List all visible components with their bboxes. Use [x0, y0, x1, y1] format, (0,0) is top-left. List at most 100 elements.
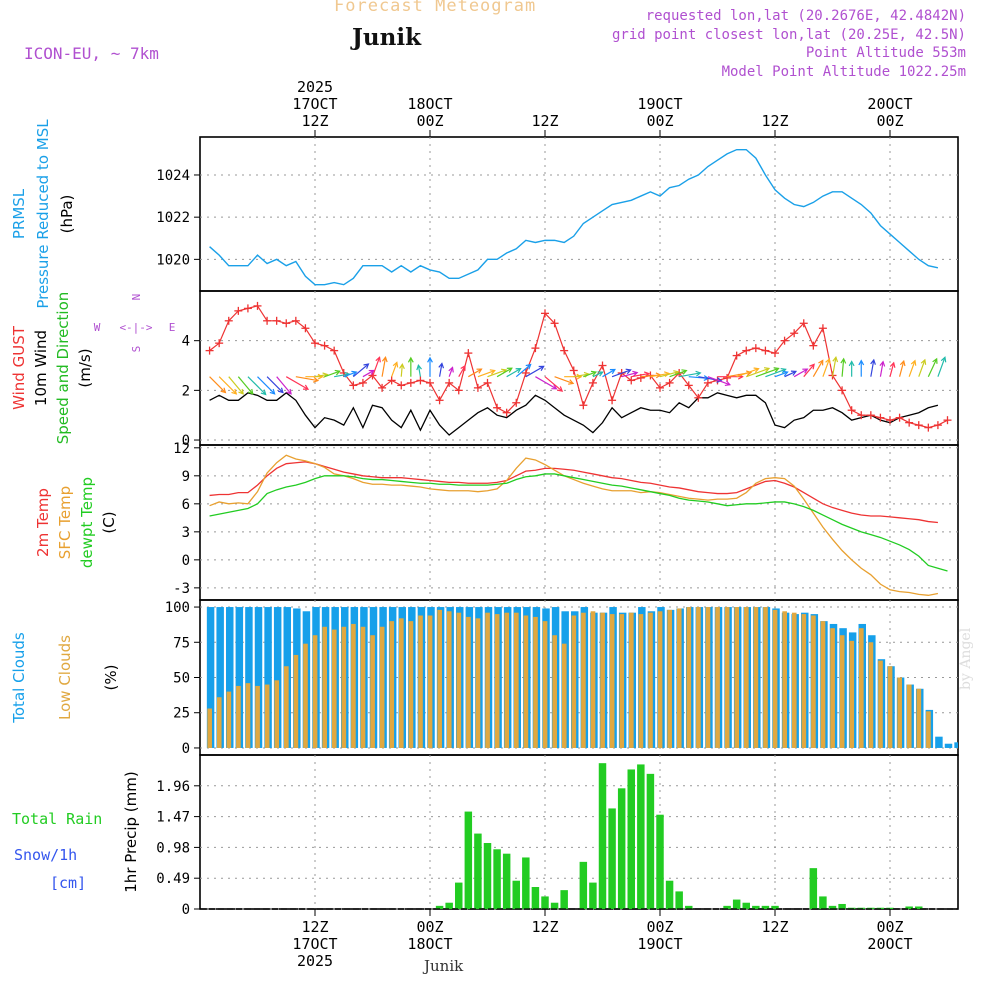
- low-cloud-bar: [897, 677, 902, 748]
- wind-direction-arrow: [755, 367, 780, 378]
- arrow-head: [825, 357, 831, 365]
- panel-label: (m/s): [76, 348, 94, 387]
- arrow-shaft: [343, 371, 357, 378]
- rain-bar: [637, 764, 645, 909]
- gust-marker: [521, 368, 530, 377]
- arrow-head: [625, 368, 632, 375]
- arrow-head: [832, 356, 839, 363]
- wind-direction-arrow: [515, 363, 532, 378]
- arrow-head: [879, 360, 886, 367]
- arrow-head: [312, 376, 320, 383]
- arrow-head: [381, 356, 388, 363]
- low-cloud-bar: [389, 621, 395, 748]
- total-cloud-bar: [254, 607, 263, 748]
- gust-marker: [330, 346, 339, 355]
- gust-marker: [694, 393, 703, 402]
- wind-direction-arrow: [324, 369, 341, 378]
- arrow-head: [460, 364, 466, 371]
- arrow-shaft: [631, 372, 649, 378]
- low-cloud-bar: [782, 611, 787, 748]
- arrow-shaft: [334, 373, 350, 378]
- arrow-head: [551, 384, 558, 390]
- low-cloud-bar: [581, 612, 586, 748]
- low-cloud-bar: [523, 615, 529, 748]
- arrow-shaft: [525, 365, 544, 378]
- bottom-time-label: 00Z: [646, 918, 673, 936]
- wind-direction-arrow: [305, 373, 324, 380]
- arrow-head: [568, 379, 575, 385]
- top-time-label: 18OCT: [407, 95, 452, 113]
- arrow-shaft: [746, 367, 770, 378]
- arrow-head: [231, 388, 238, 395]
- arrow-head: [590, 370, 598, 377]
- y-tick-label: 1020: [156, 252, 190, 268]
- arrow-shaft: [247, 376, 267, 395]
- gust-marker: [780, 336, 789, 345]
- wind-direction-key: N S W E <-|->: [94, 294, 176, 353]
- arrow-head: [427, 356, 433, 363]
- precip-axis-label: 1hr Precip (mm): [122, 771, 140, 892]
- low-cloud-bar: [514, 612, 519, 748]
- wind-direction-arrow: [352, 363, 370, 378]
- rain-bar: [541, 896, 549, 909]
- arrow-head: [260, 389, 267, 396]
- top-time-label: 19OCT: [637, 95, 682, 113]
- arrow-head: [910, 359, 917, 366]
- wind-direction-arrow: [218, 376, 238, 395]
- arrow-head: [763, 367, 771, 373]
- low-cloud-bar: [878, 660, 883, 748]
- gust-marker: [358, 378, 367, 387]
- arrow-head: [416, 364, 422, 371]
- low-cloud-bar: [245, 683, 251, 748]
- arrow-shaft: [812, 360, 824, 377]
- arrow-shaft: [266, 376, 284, 393]
- low-cloud-bar: [485, 612, 490, 748]
- low-cloud-bar: [734, 607, 740, 748]
- arrow-shaft: [669, 370, 687, 378]
- low-cloud-bar: [370, 635, 375, 748]
- low-cloud-bar: [322, 626, 327, 748]
- arrow-shaft: [381, 357, 387, 377]
- gust-marker: [406, 378, 415, 387]
- arrow-shaft: [774, 371, 788, 378]
- arrow-shaft: [679, 372, 701, 378]
- total-cloud-bar: [273, 607, 282, 748]
- low-cloud-bar: [686, 607, 692, 748]
- wind-direction-arrow: [822, 357, 831, 377]
- gust-marker: [914, 421, 923, 430]
- wind-direction-arrow: [427, 356, 433, 377]
- top-time-label: 20OCT: [867, 95, 912, 113]
- panel-label: Low Clouds: [56, 635, 74, 720]
- bottom-time-label: 17OCT: [292, 935, 337, 953]
- gust-marker: [512, 398, 521, 407]
- rain-bar: [474, 833, 482, 909]
- low-cloud-bar: [399, 618, 404, 748]
- low-cloud-bar: [619, 614, 625, 748]
- rain-bar: [819, 896, 827, 909]
- low-cloud-bar: [437, 609, 442, 748]
- rain-bar: [665, 880, 674, 909]
- arrow-head: [609, 368, 616, 375]
- y-tick-label: 0: [182, 902, 190, 918]
- panel-frame-wind: [199, 290, 959, 446]
- rain-bar: [493, 849, 501, 909]
- arrow-head: [632, 370, 639, 377]
- gust-marker: [608, 396, 617, 405]
- low-cloud-bar: [906, 684, 912, 748]
- panel-label: (C): [100, 511, 118, 533]
- wind-direction-arrow: [899, 359, 906, 377]
- bottom-time-label: 19OCT: [637, 935, 682, 953]
- low-cloud-bar: [446, 611, 452, 748]
- arrow-shaft: [899, 360, 905, 377]
- gust-marker: [723, 373, 732, 382]
- low-cloud-bar: [408, 621, 414, 748]
- arrow-head: [277, 387, 284, 394]
- wind-direction-arrow: [793, 368, 809, 378]
- gust-marker: [234, 306, 243, 315]
- location-title: Junik: [352, 24, 421, 51]
- rain-bar: [617, 788, 626, 909]
- gust-marker: [857, 411, 866, 420]
- rain-bar: [608, 808, 616, 909]
- gust-marker: [550, 319, 559, 328]
- wind-direction-arrow: [621, 370, 639, 378]
